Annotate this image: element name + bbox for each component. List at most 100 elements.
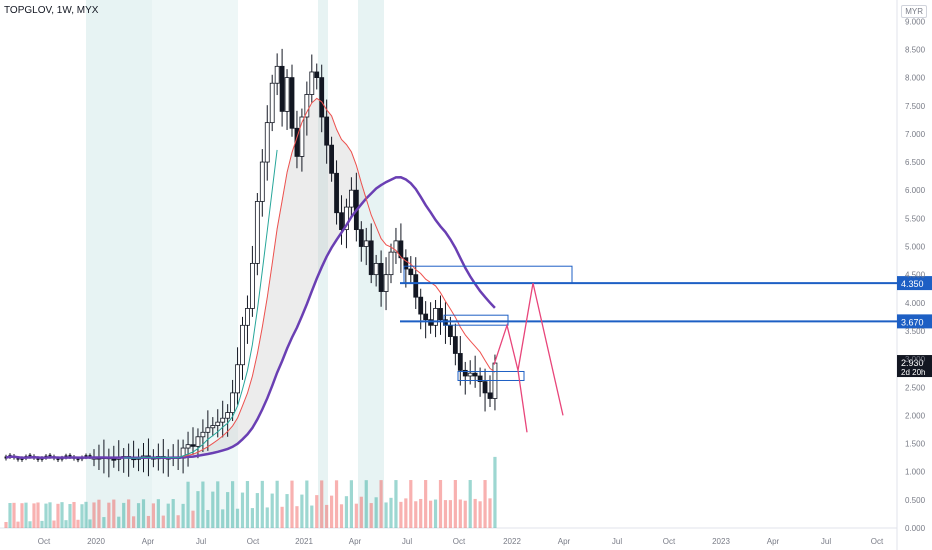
volume-bar [44, 503, 48, 528]
y-tick-label: 9.000 [905, 17, 926, 26]
volume-bar [315, 495, 319, 528]
volume-bar [8, 503, 12, 528]
x-tick-label: Apr [558, 537, 571, 546]
volume-bar [364, 480, 368, 528]
last-price-label: 2.930 [901, 358, 924, 368]
volume-bar [260, 480, 264, 528]
volume-bar [399, 501, 403, 528]
y-tick-label: 6.500 [905, 158, 926, 167]
currency-badge[interactable]: MYR [901, 5, 927, 18]
time-axis: Oct 2020 Apr Jul Oct 2021 Apr Jul Oct 2022 Apr Jul O… [38, 537, 884, 546]
volume-bar [325, 504, 329, 528]
volume-bar [349, 480, 353, 528]
volume-bar [250, 508, 254, 528]
y-tick-label: 3.000 [905, 355, 926, 364]
volume-bar [473, 498, 477, 528]
support-zone-box [457, 370, 525, 381]
candle-body [68, 454, 72, 457]
volume-bar [453, 480, 457, 528]
volume-bar [433, 499, 438, 528]
volume-bar [102, 517, 106, 528]
x-tick-label: Apr [349, 537, 362, 546]
volume-bar [488, 498, 492, 528]
x-tick-label: Apr [767, 537, 780, 546]
volume-bar [468, 480, 472, 528]
candle-body [383, 274, 389, 292]
candle-body [20, 457, 24, 460]
volume-bar [354, 503, 358, 528]
candlesticks [4, 48, 498, 478]
candle-body [225, 412, 231, 419]
candle-body [195, 436, 201, 447]
y-tick-label: 0.000 [905, 524, 926, 533]
x-tick-label: Jul [402, 537, 412, 546]
volume-bar [181, 503, 185, 528]
candle-body [185, 444, 191, 449]
y-tick-label: 1.000 [905, 468, 926, 477]
volume-bar [384, 502, 388, 528]
candle-body [220, 417, 226, 423]
candle-body [423, 313, 429, 321]
candle-body [84, 455, 88, 458]
volume-bar [458, 499, 462, 528]
volume-bar [24, 502, 28, 528]
candle-body [418, 296, 424, 315]
candle-body [339, 212, 344, 231]
candle-body [289, 77, 295, 129]
volume-bar [330, 495, 334, 528]
volume-bar [132, 516, 136, 528]
volume-bar [334, 480, 339, 528]
volume-bar [438, 480, 443, 528]
volume-bar [394, 480, 398, 528]
volume-bar [88, 519, 92, 528]
x-tick-label: Jul [196, 537, 206, 546]
volume-bar [141, 499, 146, 528]
symbol-title: TOPGLOV, 1W, MYX [4, 5, 99, 16]
volume-bar [20, 503, 24, 528]
x-tick-label: Jul [612, 537, 622, 546]
volume-bar [240, 492, 245, 528]
candle-body [477, 375, 483, 383]
level-tag [897, 314, 932, 329]
candle-body [230, 392, 236, 413]
x-tick-label: Oct [38, 537, 51, 546]
volume-bar [16, 521, 20, 528]
candle-body [467, 372, 473, 377]
volume-bar [344, 496, 349, 528]
candle-body [205, 427, 211, 433]
y-tick-label: 0.500 [905, 496, 926, 505]
candle-body [279, 65, 285, 112]
candle-body [254, 201, 260, 264]
candle-body [452, 336, 458, 354]
volume-bar [379, 480, 383, 528]
candle-body [487, 392, 493, 399]
volume-bar [196, 491, 200, 528]
level-tag [897, 276, 932, 291]
volume-bar [310, 505, 314, 528]
volume-bar [28, 521, 32, 528]
x-tick-label: 2023 [712, 537, 730, 546]
candle-body [309, 71, 315, 95]
volume-bar [389, 497, 393, 528]
ma-mid-line [182, 97, 496, 457]
volume-bar [191, 510, 195, 528]
candle-body [264, 122, 270, 163]
candle-body [319, 77, 325, 118]
volume-bar [463, 500, 467, 528]
price-axis: 9.000 8.500 8.000 7.500 7.000 6.500 6.000 5.500… [905, 17, 926, 533]
volume-bar [72, 501, 76, 528]
volume-bar [64, 520, 68, 528]
candle-body [363, 240, 369, 247]
candle-body [358, 229, 364, 247]
y-tick-label: 8.000 [905, 74, 926, 83]
candle-body [284, 77, 290, 112]
candle-body [344, 206, 349, 231]
candle-body [28, 454, 32, 457]
candle-body [200, 431, 206, 438]
x-tick-label: Oct [663, 537, 676, 546]
volume-bar [374, 497, 378, 528]
y-tick-label: 6.000 [905, 186, 926, 195]
candle-body [269, 82, 275, 124]
